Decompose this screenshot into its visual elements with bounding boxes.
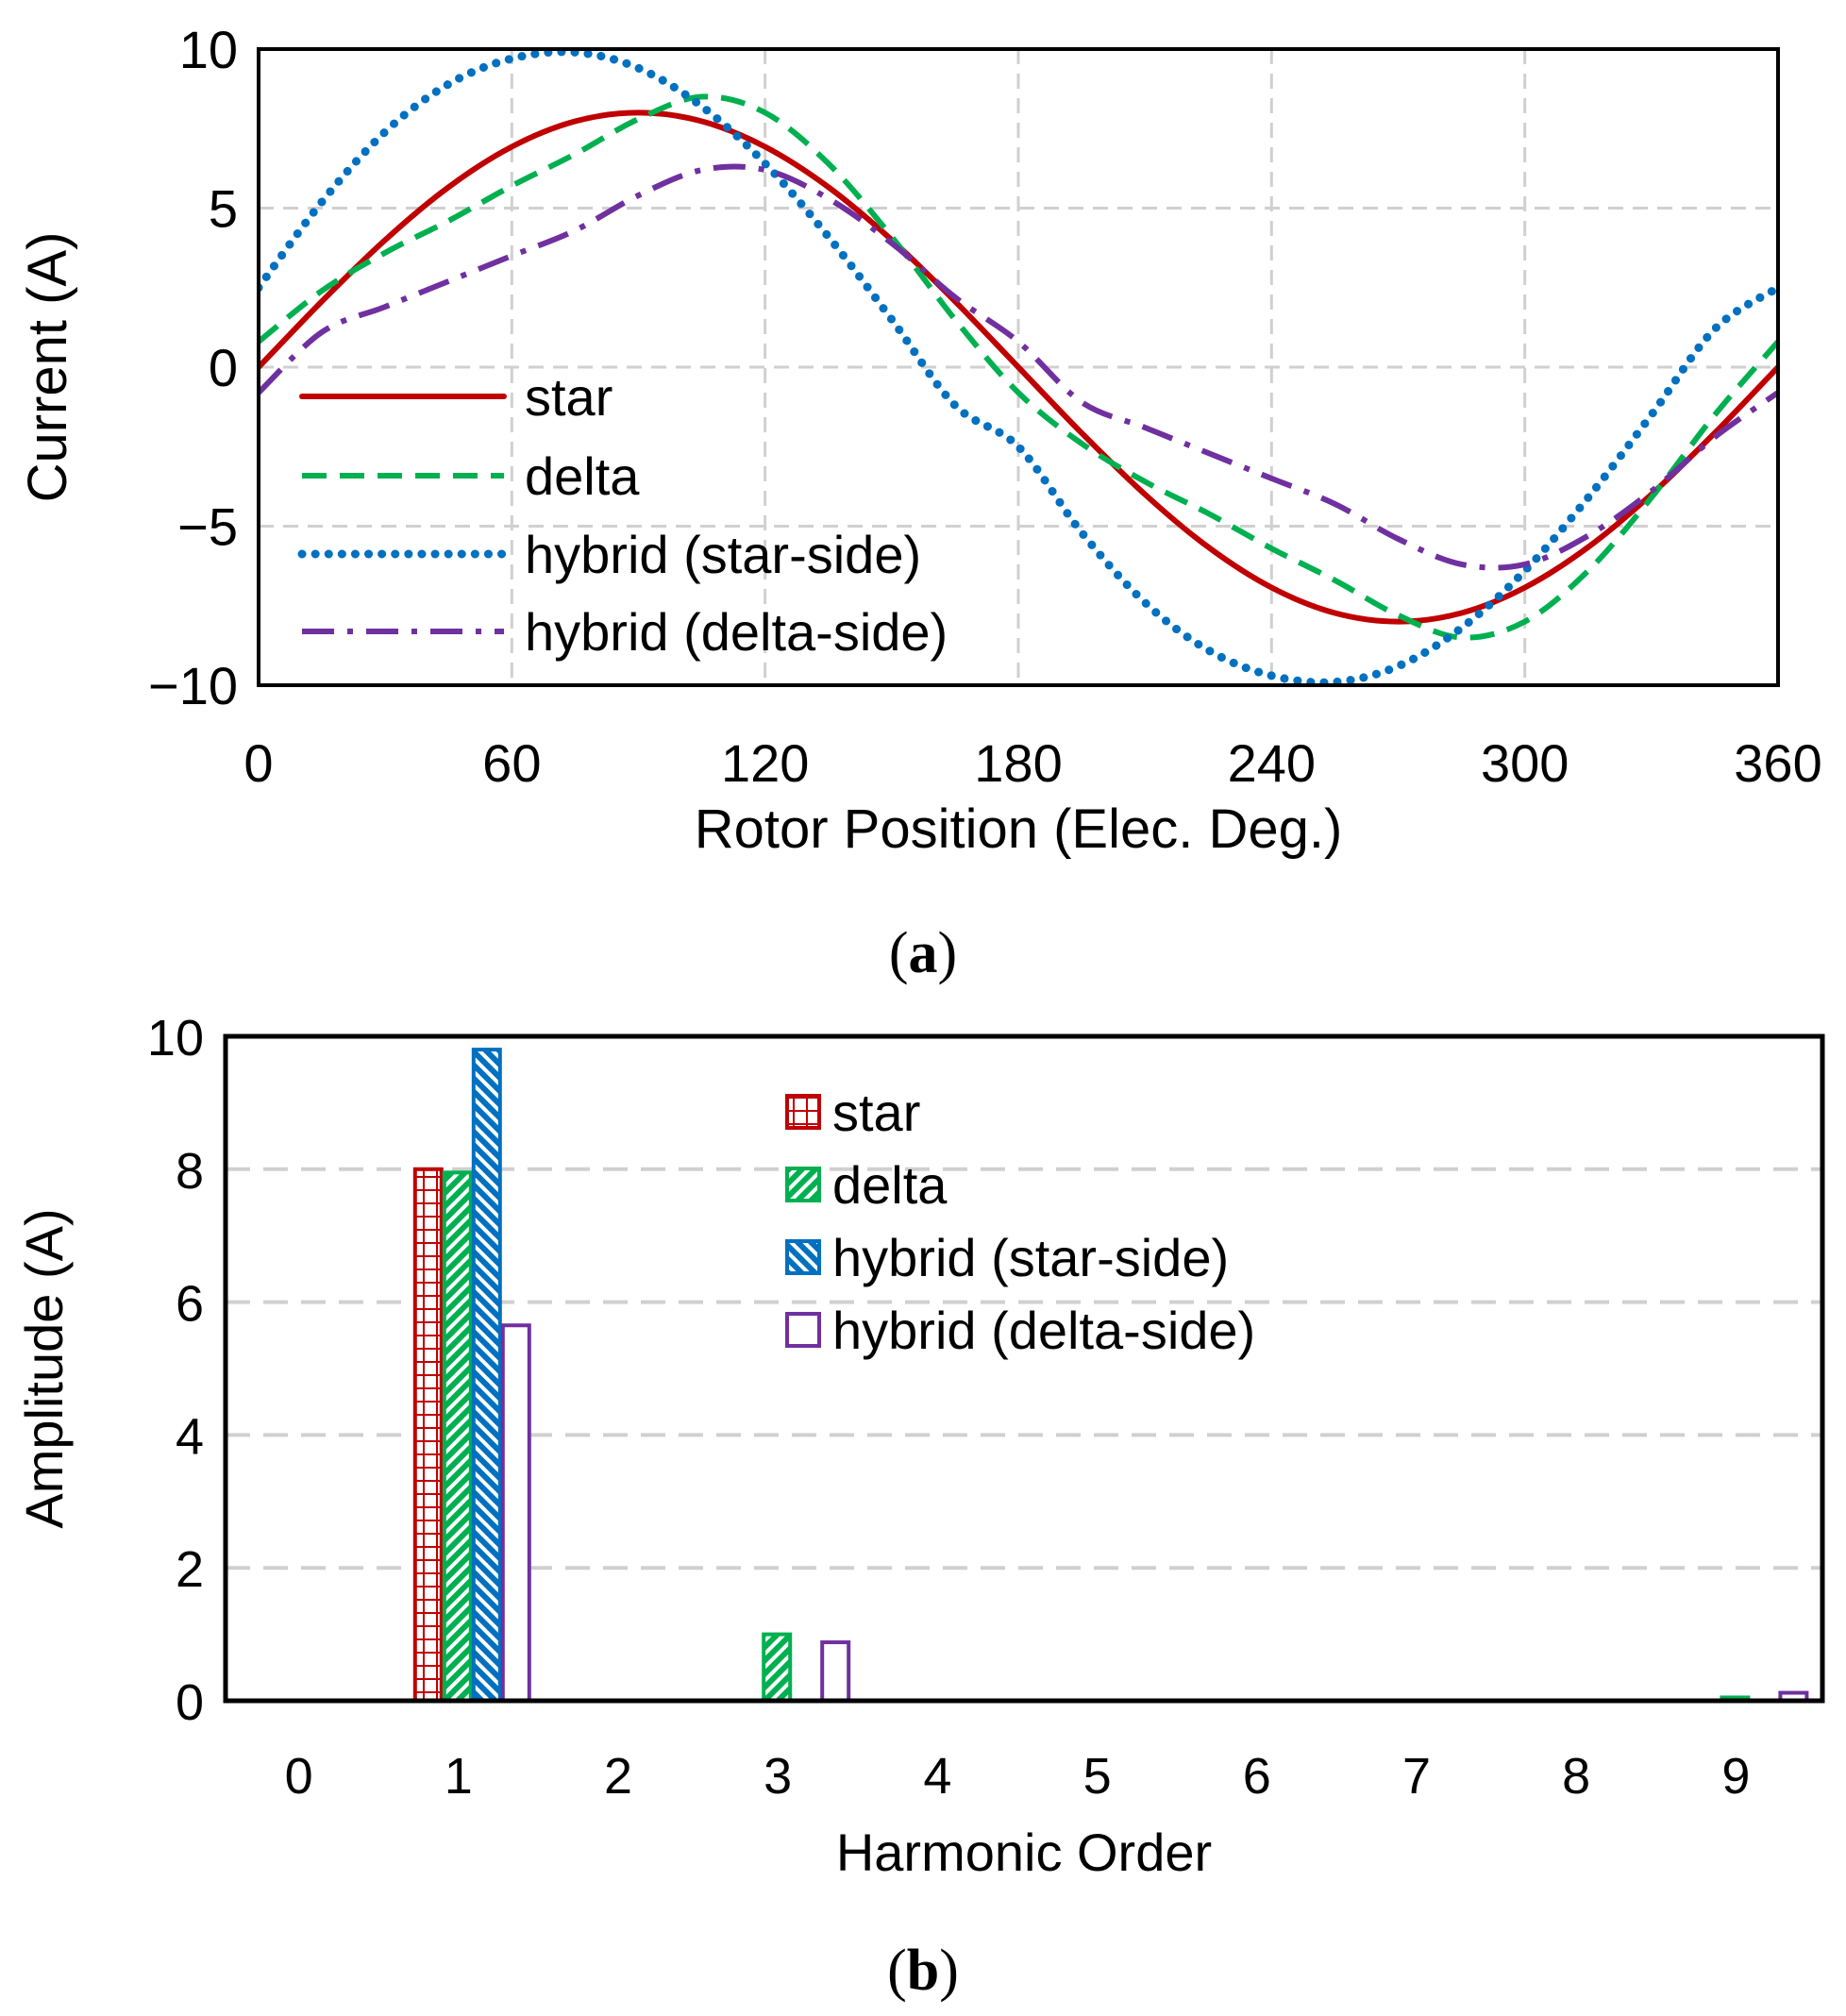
chart-b-x-tick-label: 1 — [445, 1748, 473, 1805]
chart-a-legend: star delta hybrid (star-side) hybrid (delta… — [297, 367, 948, 662]
chart-a-y-tick-labels: 10 5 0 −5 −10 — [148, 20, 238, 715]
chart-b-x-tick-labels: 0 1 2 3 4 5 6 7 8 9 — [285, 1748, 1751, 1805]
chart-a-x-tick-label: 120 — [721, 733, 809, 793]
chart-b-y-tick-label: 0 — [176, 1674, 204, 1731]
chart-b-legend-label: star — [832, 1083, 920, 1142]
chart-b-x-tick-label: 3 — [764, 1748, 792, 1805]
chart-a-y-tick-label: −5 — [177, 497, 238, 557]
chart-b-x-axis-label: Harmonic Order — [836, 1823, 1212, 1882]
chart-b-plot-frame — [223, 1033, 1825, 1704]
chart-b-y-tick-label: 8 — [176, 1143, 204, 1200]
chart-b-x-tick-label: 0 — [285, 1748, 313, 1805]
chart-a-y-tick-label: 0 — [209, 338, 238, 397]
chart-a-x-tick-label: 240 — [1228, 733, 1316, 793]
chart-b-bar — [412, 1167, 444, 1704]
chart-b-legend: star delta hybrid (star-side) hybrid (delta… — [785, 1083, 1255, 1360]
chart-b: 10 8 6 4 2 0 0 1 2 3 4 5 6 7 8 9 Harmonic Order Amplit… — [14, 1010, 1825, 2003]
chart-b-y-tick-label: 2 — [176, 1541, 204, 1598]
chart-a-plot-frame — [257, 47, 1780, 687]
chart-a-series-solid-line — [259, 109, 1778, 625]
chart-a-x-tick-label: 300 — [1481, 733, 1569, 793]
chart-a-x-tick-label: 60 — [482, 733, 541, 793]
chart-a-series-dotted-line — [259, 49, 1778, 685]
chart-b-legend-label: hybrid (star-side) — [832, 1228, 1229, 1287]
chart-b-y-tick-label: 6 — [176, 1276, 204, 1333]
chart-a-y-tick-label: 5 — [209, 179, 238, 239]
chart-b-bar — [471, 1048, 502, 1703]
chart-b-x-tick-label: 8 — [1562, 1748, 1590, 1805]
chart-a-x-tick-label: 0 — [243, 733, 273, 793]
chart-b-caption: (b) — [887, 1939, 959, 2003]
chart-b-x-tick-label: 2 — [604, 1748, 632, 1805]
chart-a-series-dashed-line — [259, 93, 1778, 641]
chart-b-y-axis-label: Amplitude (A) — [14, 1208, 74, 1528]
chart-b-legend-label: delta — [832, 1155, 948, 1215]
chart-a-x-tick-labels: 0 60 120 180 240 300 360 — [243, 733, 1821, 793]
chart-a-y-tick-label: 10 — [179, 20, 238, 79]
chart-b-x-tick-label: 9 — [1721, 1748, 1750, 1805]
chart-b-bar — [500, 1323, 531, 1703]
chart-b-x-tick-label: 4 — [923, 1748, 951, 1805]
chart-b-legend-swatch — [785, 1312, 821, 1348]
chart-a-gridlines — [259, 49, 1778, 685]
chart-a-legend-label: delta — [525, 446, 640, 506]
chart-b-y-tick-label: 10 — [147, 1010, 204, 1067]
chart-a-legend-label: star — [525, 367, 613, 427]
chart-a-legend-label: hybrid (star-side) — [525, 525, 921, 584]
chart-a-y-axis-label: Current (A) — [17, 232, 78, 503]
chart-b-bar — [762, 1632, 793, 1703]
chart-b-legend-swatch — [785, 1094, 821, 1130]
chart-a-series — [259, 49, 1778, 685]
chart-a-x-axis-label: Rotor Position (Elec. Deg.) — [695, 798, 1343, 860]
chart-b-legend-swatch — [785, 1167, 821, 1202]
chart-a-x-tick-label: 360 — [1734, 733, 1821, 793]
chart-b-x-tick-label: 6 — [1243, 1748, 1271, 1805]
chart-b-bars — [412, 1048, 1809, 1704]
chart-a-caption: (a) — [889, 921, 957, 985]
chart-a-y-tick-label: −10 — [148, 656, 238, 715]
chart-a-legend-label: hybrid (delta-side) — [525, 602, 948, 662]
chart-b-legend-label: hybrid (delta-side) — [832, 1301, 1255, 1360]
chart-b-x-tick-label: 7 — [1402, 1748, 1431, 1805]
chart-b-legend-swatch — [785, 1239, 821, 1275]
chart-b-bar — [442, 1170, 473, 1703]
chart-b-bar — [820, 1640, 851, 1703]
chart-a: 10 5 0 −5 −10 0 60 120 180 240 300 360 Rotor Posit… — [17, 20, 1822, 985]
chart-a-x-tick-label: 180 — [974, 733, 1062, 793]
chart-b-y-tick-label: 4 — [176, 1408, 204, 1465]
chart-b-y-tick-labels: 10 8 6 4 2 0 — [147, 1010, 204, 1731]
chart-b-x-tick-label: 5 — [1083, 1748, 1112, 1805]
chart-a-series-dashdot-line — [259, 163, 1778, 571]
